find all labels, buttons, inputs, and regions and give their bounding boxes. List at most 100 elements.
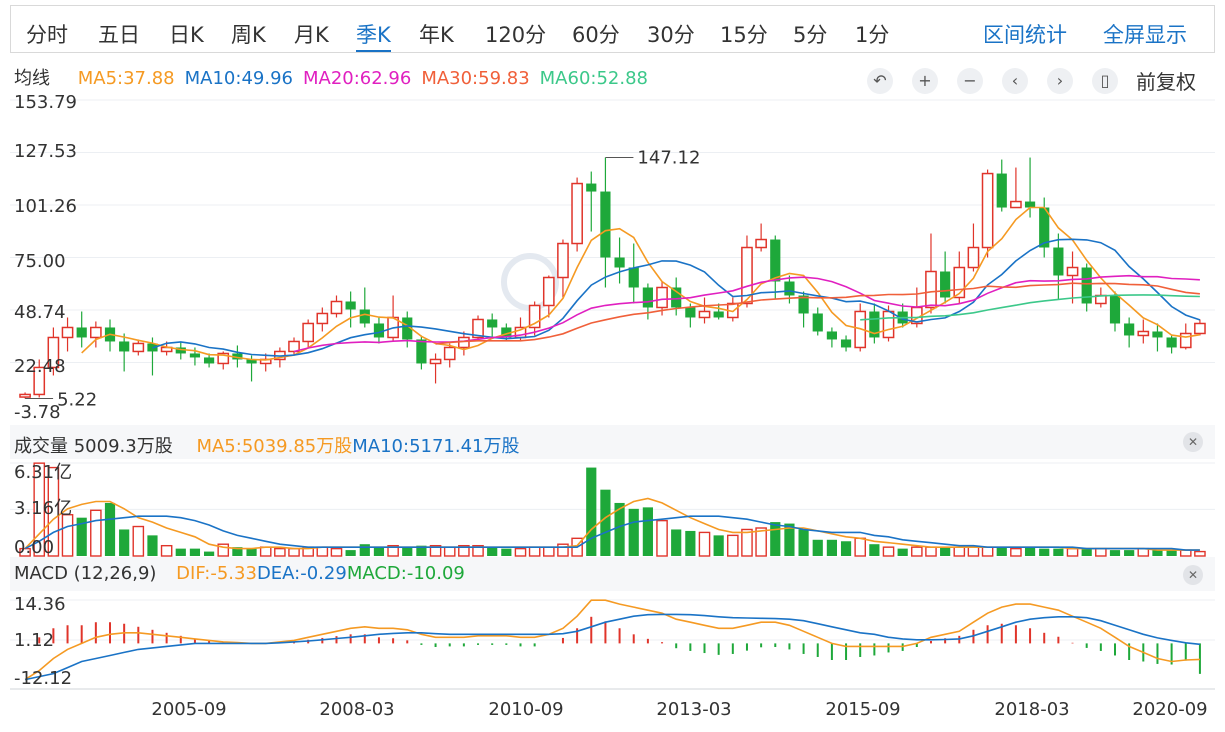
volume-bar [826, 539, 837, 556]
candle-body [458, 336, 470, 349]
ma-legend-label: 均线 [14, 68, 50, 89]
volume-bar [784, 523, 795, 556]
macd-legend: MACD (12,26,9) DIF:-5.33DEA:-0.29MACD:-1… [14, 563, 465, 584]
volume-bar [61, 514, 74, 557]
ma-legend: 均线 MA5:37.88 MA10:49.96 MA20:62.96 MA30:59.… [14, 64, 668, 89]
volume-bar [387, 544, 399, 557]
candle-body [1124, 323, 1135, 336]
zoom-in-icon[interactable]: + [912, 68, 938, 94]
volume-axis-label: 0.00 [14, 537, 54, 558]
tab-2[interactable]: 日K [169, 23, 204, 47]
tab-3[interactable]: 周K [231, 23, 266, 47]
ma60-line [860, 294, 1200, 321]
candle-body [713, 311, 724, 318]
macd-legend-item-0: DIF:-5.33 [176, 563, 257, 584]
tab-9[interactable]: 30分 [647, 23, 695, 47]
tab-12[interactable]: 1分 [855, 23, 890, 47]
candle-body [953, 266, 966, 299]
volume-bar [897, 548, 908, 556]
candle-body [373, 323, 385, 338]
chevron-right-icon[interactable]: › [1047, 68, 1073, 94]
period-tabs: 分时 五日 日K 周K 月K 季K 年K 120分 60分 30分 15分 5分 1分 区间统计 全屏显… [10, 5, 1215, 53]
volume-bar [147, 535, 158, 556]
tab-8[interactable]: 60分 [572, 23, 620, 47]
volume-bar [713, 535, 724, 556]
candle-body [90, 326, 102, 339]
volume-bar [104, 502, 116, 556]
zoom-out-icon[interactable]: − [957, 68, 983, 94]
candle-body [571, 182, 583, 245]
volume-bar [967, 546, 980, 557]
x-axis-tick: 2005-09 [151, 699, 226, 720]
candle-body [132, 342, 145, 353]
candle-body [1039, 207, 1050, 248]
candle-body [501, 327, 512, 338]
volume-bar [854, 537, 867, 557]
volume-bar [443, 546, 456, 557]
price-axis-label: 48.74 [14, 302, 66, 323]
volume-bar [600, 489, 611, 556]
volume-bar [656, 519, 668, 557]
volume-bar [1053, 548, 1064, 556]
range-stats-link[interactable]: 区间统计 [983, 23, 1067, 47]
close-volume-icon[interactable]: ✕ [1183, 432, 1203, 452]
tab-11[interactable]: 5分 [793, 23, 828, 47]
volume-bar [246, 548, 257, 556]
candle-style-icon[interactable]: ▯ [1092, 68, 1118, 94]
close-macd-icon[interactable]: ✕ [1183, 565, 1203, 585]
volume-bar [33, 462, 46, 557]
ma20-line [293, 274, 1200, 353]
candle-body [656, 286, 668, 309]
candle-body [981, 172, 994, 249]
volume-bar [175, 548, 186, 556]
volume-bar [698, 531, 711, 557]
tab-6[interactable]: 年K [419, 23, 454, 47]
volume-bar [402, 547, 413, 556]
macd-legend-item-1: DEA:-0.29 [256, 563, 347, 584]
tab-1[interactable]: 五日 [98, 23, 140, 47]
volume-bar [330, 547, 343, 557]
volume-bar [160, 544, 173, 557]
tab-4[interactable]: 月K [294, 23, 329, 47]
volume-bar [741, 528, 753, 557]
volume-bar [812, 539, 823, 556]
volume-bar [76, 517, 87, 556]
fullscreen-link[interactable]: 全屏显示 [1103, 23, 1187, 47]
ma30-line [435, 282, 1200, 345]
undo-icon[interactable]: ↶ [867, 68, 893, 94]
volume-legend-item-0: MA5:5039.85万股 [196, 436, 353, 457]
volume-bar [996, 547, 1007, 556]
candle-body [840, 339, 852, 348]
volume-bar [1179, 549, 1192, 557]
volume-bar [274, 547, 286, 557]
volume-header-band [10, 425, 1215, 459]
volume-bar [316, 546, 329, 557]
candle-body [996, 173, 1007, 208]
tab-10[interactable]: 15分 [720, 23, 768, 47]
tab-0[interactable]: 分时 [26, 23, 68, 47]
price-axis-label: 153.79 [14, 92, 77, 113]
candle-body [203, 357, 215, 364]
volume-bar [429, 544, 442, 557]
adjust-mode-label[interactable]: 前复权 [1136, 70, 1196, 94]
x-axis-tick: 2020-09 [1132, 699, 1207, 720]
candle-body [542, 276, 555, 307]
chevron-left-icon[interactable]: ‹ [1002, 68, 1028, 94]
tab-7[interactable]: 120分 [485, 23, 547, 47]
volume-bar [755, 527, 767, 557]
candle-body [812, 313, 823, 332]
volume-bar [911, 546, 923, 557]
candle-body [642, 287, 653, 308]
candle-body [1024, 201, 1036, 208]
candle-body [967, 246, 980, 269]
tab-5[interactable]: 季K [356, 6, 391, 52]
macd-axis-label: 14.36 [14, 594, 66, 615]
price-axis-label: 75.00 [14, 251, 66, 272]
ma-legend-item-4: MA60:52.88 [539, 68, 648, 89]
volume-bar [458, 544, 470, 557]
volume-bar [514, 547, 527, 557]
volume-bar [359, 544, 370, 556]
volume-bar [1166, 550, 1177, 556]
candle-body [528, 304, 541, 329]
